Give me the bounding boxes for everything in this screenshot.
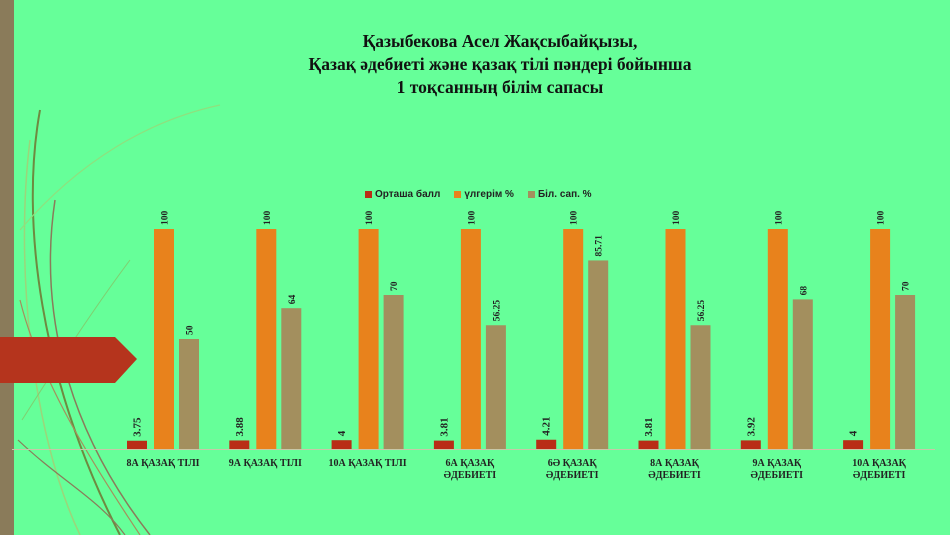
data-label-average-3: 3.81 bbox=[438, 417, 450, 436]
bar-quality-3 bbox=[485, 325, 506, 449]
bar-quality-7 bbox=[895, 295, 916, 449]
data-label-quality-0: 50 bbox=[186, 325, 196, 335]
chart-title: Қазыбекова Асел Жақсыбайқызы, Қазақ әдеб… bbox=[230, 30, 770, 99]
data-label-average-5: 3.81 bbox=[643, 417, 655, 436]
arrow-shape bbox=[0, 337, 137, 383]
category-label-7-line-1: ӘДЕБИЕТІ bbox=[853, 470, 906, 481]
data-label-average-4: 4.21 bbox=[541, 416, 553, 435]
data-label-average-6: 3.92 bbox=[745, 417, 757, 437]
chart-legend: Орташа балл үлгерім % Біл. сап. % bbox=[365, 189, 592, 200]
bar-progress-1 bbox=[256, 229, 277, 449]
category-label-5-line-1: ӘДЕБИЕТІ bbox=[648, 470, 701, 481]
title-line-2: Қазақ әдебиеті және қазақ тілі пәндері б… bbox=[308, 54, 692, 74]
category-label-6-line-1: ӘДЕБИЕТІ bbox=[751, 470, 804, 481]
legend-swatch-quality bbox=[527, 191, 535, 198]
bar-quality-6 bbox=[792, 299, 813, 449]
category-label-4-line-1: ӘДЕБИЕТІ bbox=[546, 470, 599, 481]
data-label-quality-6: 68 bbox=[799, 286, 809, 296]
legend-label-progress: үлгерім % bbox=[464, 189, 514, 200]
bar-progress-0 bbox=[154, 229, 174, 449]
data-label-progress-6: 100 bbox=[774, 211, 784, 226]
data-label-average-0: 3.75 bbox=[132, 417, 144, 437]
data-label-quality-3: 56.25 bbox=[492, 300, 502, 322]
bar-progress-2 bbox=[358, 229, 379, 449]
bar-average-1 bbox=[229, 440, 250, 449]
bar-progress-4 bbox=[563, 229, 584, 449]
data-label-progress-3: 100 bbox=[467, 211, 477, 226]
legend-item-quality: Біл. сап. % bbox=[527, 189, 592, 200]
bar-quality-2 bbox=[383, 295, 404, 449]
data-label-progress-0: 100 bbox=[161, 211, 171, 226]
bar-average-4 bbox=[536, 439, 557, 449]
data-label-average-2: 4 bbox=[336, 430, 348, 436]
title-line-3: 1 тоқсанның білім сапасы bbox=[396, 77, 604, 97]
data-label-quality-7: 70 bbox=[902, 281, 912, 291]
data-label-progress-2: 100 bbox=[365, 211, 375, 226]
legend-item-progress: үлгерім % bbox=[454, 189, 514, 200]
data-label-progress-5: 100 bbox=[672, 211, 682, 226]
bar-average-3 bbox=[433, 440, 454, 449]
category-label-1-line-0: 9А ҚАЗАҚ ТІЛІ bbox=[229, 458, 302, 469]
category-label-3-line-1: ӘДЕБИЕТІ bbox=[444, 470, 497, 481]
category-label-4-line-0: 6Ә ҚАЗАҚ bbox=[548, 458, 598, 469]
legend-swatch-progress bbox=[454, 191, 462, 198]
legend-label-average: Орташа балл bbox=[375, 189, 441, 200]
legend-swatch-average bbox=[365, 191, 372, 198]
bar-progress-6 bbox=[767, 229, 788, 449]
data-label-average-7: 4 bbox=[848, 430, 860, 436]
bar-average-7 bbox=[843, 440, 864, 449]
data-label-quality-4: 85.71 bbox=[595, 235, 605, 257]
bar-progress-5 bbox=[665, 229, 686, 449]
legend-item-average: Орташа балл bbox=[365, 189, 440, 200]
bar-progress-3 bbox=[460, 229, 481, 449]
category-label-7-line-0: 10А ҚАЗАҚ bbox=[852, 458, 906, 469]
data-label-progress-7: 100 bbox=[877, 211, 887, 226]
category-label-0-line-0: 8А ҚАЗАҚ ТІЛІ bbox=[126, 458, 199, 469]
bar-progress-7 bbox=[870, 229, 891, 449]
left-accent-strip bbox=[0, 0, 14, 535]
data-label-quality-2: 70 bbox=[390, 281, 400, 291]
legend-label-quality: Біл. сап. % bbox=[537, 189, 592, 200]
bar-quality-4 bbox=[588, 260, 609, 449]
bar-quality-5 bbox=[690, 325, 711, 449]
bar-quality-1 bbox=[281, 308, 302, 449]
bar-average-5 bbox=[638, 440, 659, 449]
bar-average-2 bbox=[331, 440, 352, 449]
category-label-3-line-0: 6А ҚАЗАҚ bbox=[446, 458, 495, 469]
data-label-average-1: 3.88 bbox=[234, 417, 246, 437]
title-line-1: Қазыбекова Асел Жақсыбайқызы, bbox=[362, 31, 638, 51]
bar-average-6 bbox=[740, 440, 761, 449]
category-label-2-line-0: 10А ҚАЗАҚ ТІЛІ bbox=[329, 458, 407, 469]
data-label-quality-5: 56.25 bbox=[697, 300, 707, 322]
category-label-5-line-0: 8А ҚАЗАҚ bbox=[650, 458, 699, 469]
bar-quality-0 bbox=[179, 339, 199, 449]
bar-average-0 bbox=[127, 440, 147, 449]
category-label-6-line-0: 9А ҚАЗАҚ bbox=[752, 458, 801, 469]
data-label-quality-1: 64 bbox=[288, 294, 298, 304]
data-label-progress-4: 100 bbox=[570, 211, 580, 226]
data-label-progress-1: 100 bbox=[263, 211, 273, 226]
